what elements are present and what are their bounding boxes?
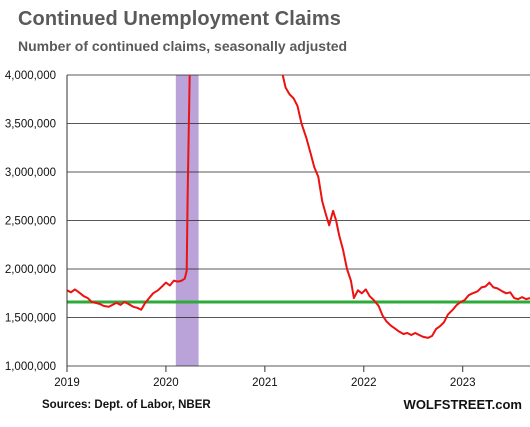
y-tick-label: 3,500,000: [5, 119, 56, 131]
series-line: [281, 74, 530, 339]
chart-subtitle: Number of continued claims, seasonally a…: [18, 38, 348, 54]
x-tick-label: 2020: [153, 377, 179, 389]
y-tick-label: 1,500,000: [5, 313, 56, 325]
y-tick-label: 3,000,000: [5, 167, 56, 179]
x-tick-label: 2022: [351, 377, 377, 389]
site-credit: WOLFSTREET.com: [403, 397, 522, 412]
x-tick-label: 2019: [54, 377, 80, 389]
y-tick-label: 2,000,000: [5, 264, 56, 276]
chart-title: Continued Unemployment Claims: [18, 8, 341, 30]
y-tick-label: 2,500,000: [5, 216, 56, 228]
y-tick-label: 1,000,000: [5, 361, 56, 373]
y-tick-label: 4,000,000: [5, 70, 56, 82]
series-line: [66, 74, 191, 311]
x-tick-label: 2023: [450, 377, 476, 389]
x-tick-label: 2021: [252, 377, 278, 389]
source-note: Sources: Dept. of Labor, NBER: [42, 399, 211, 411]
